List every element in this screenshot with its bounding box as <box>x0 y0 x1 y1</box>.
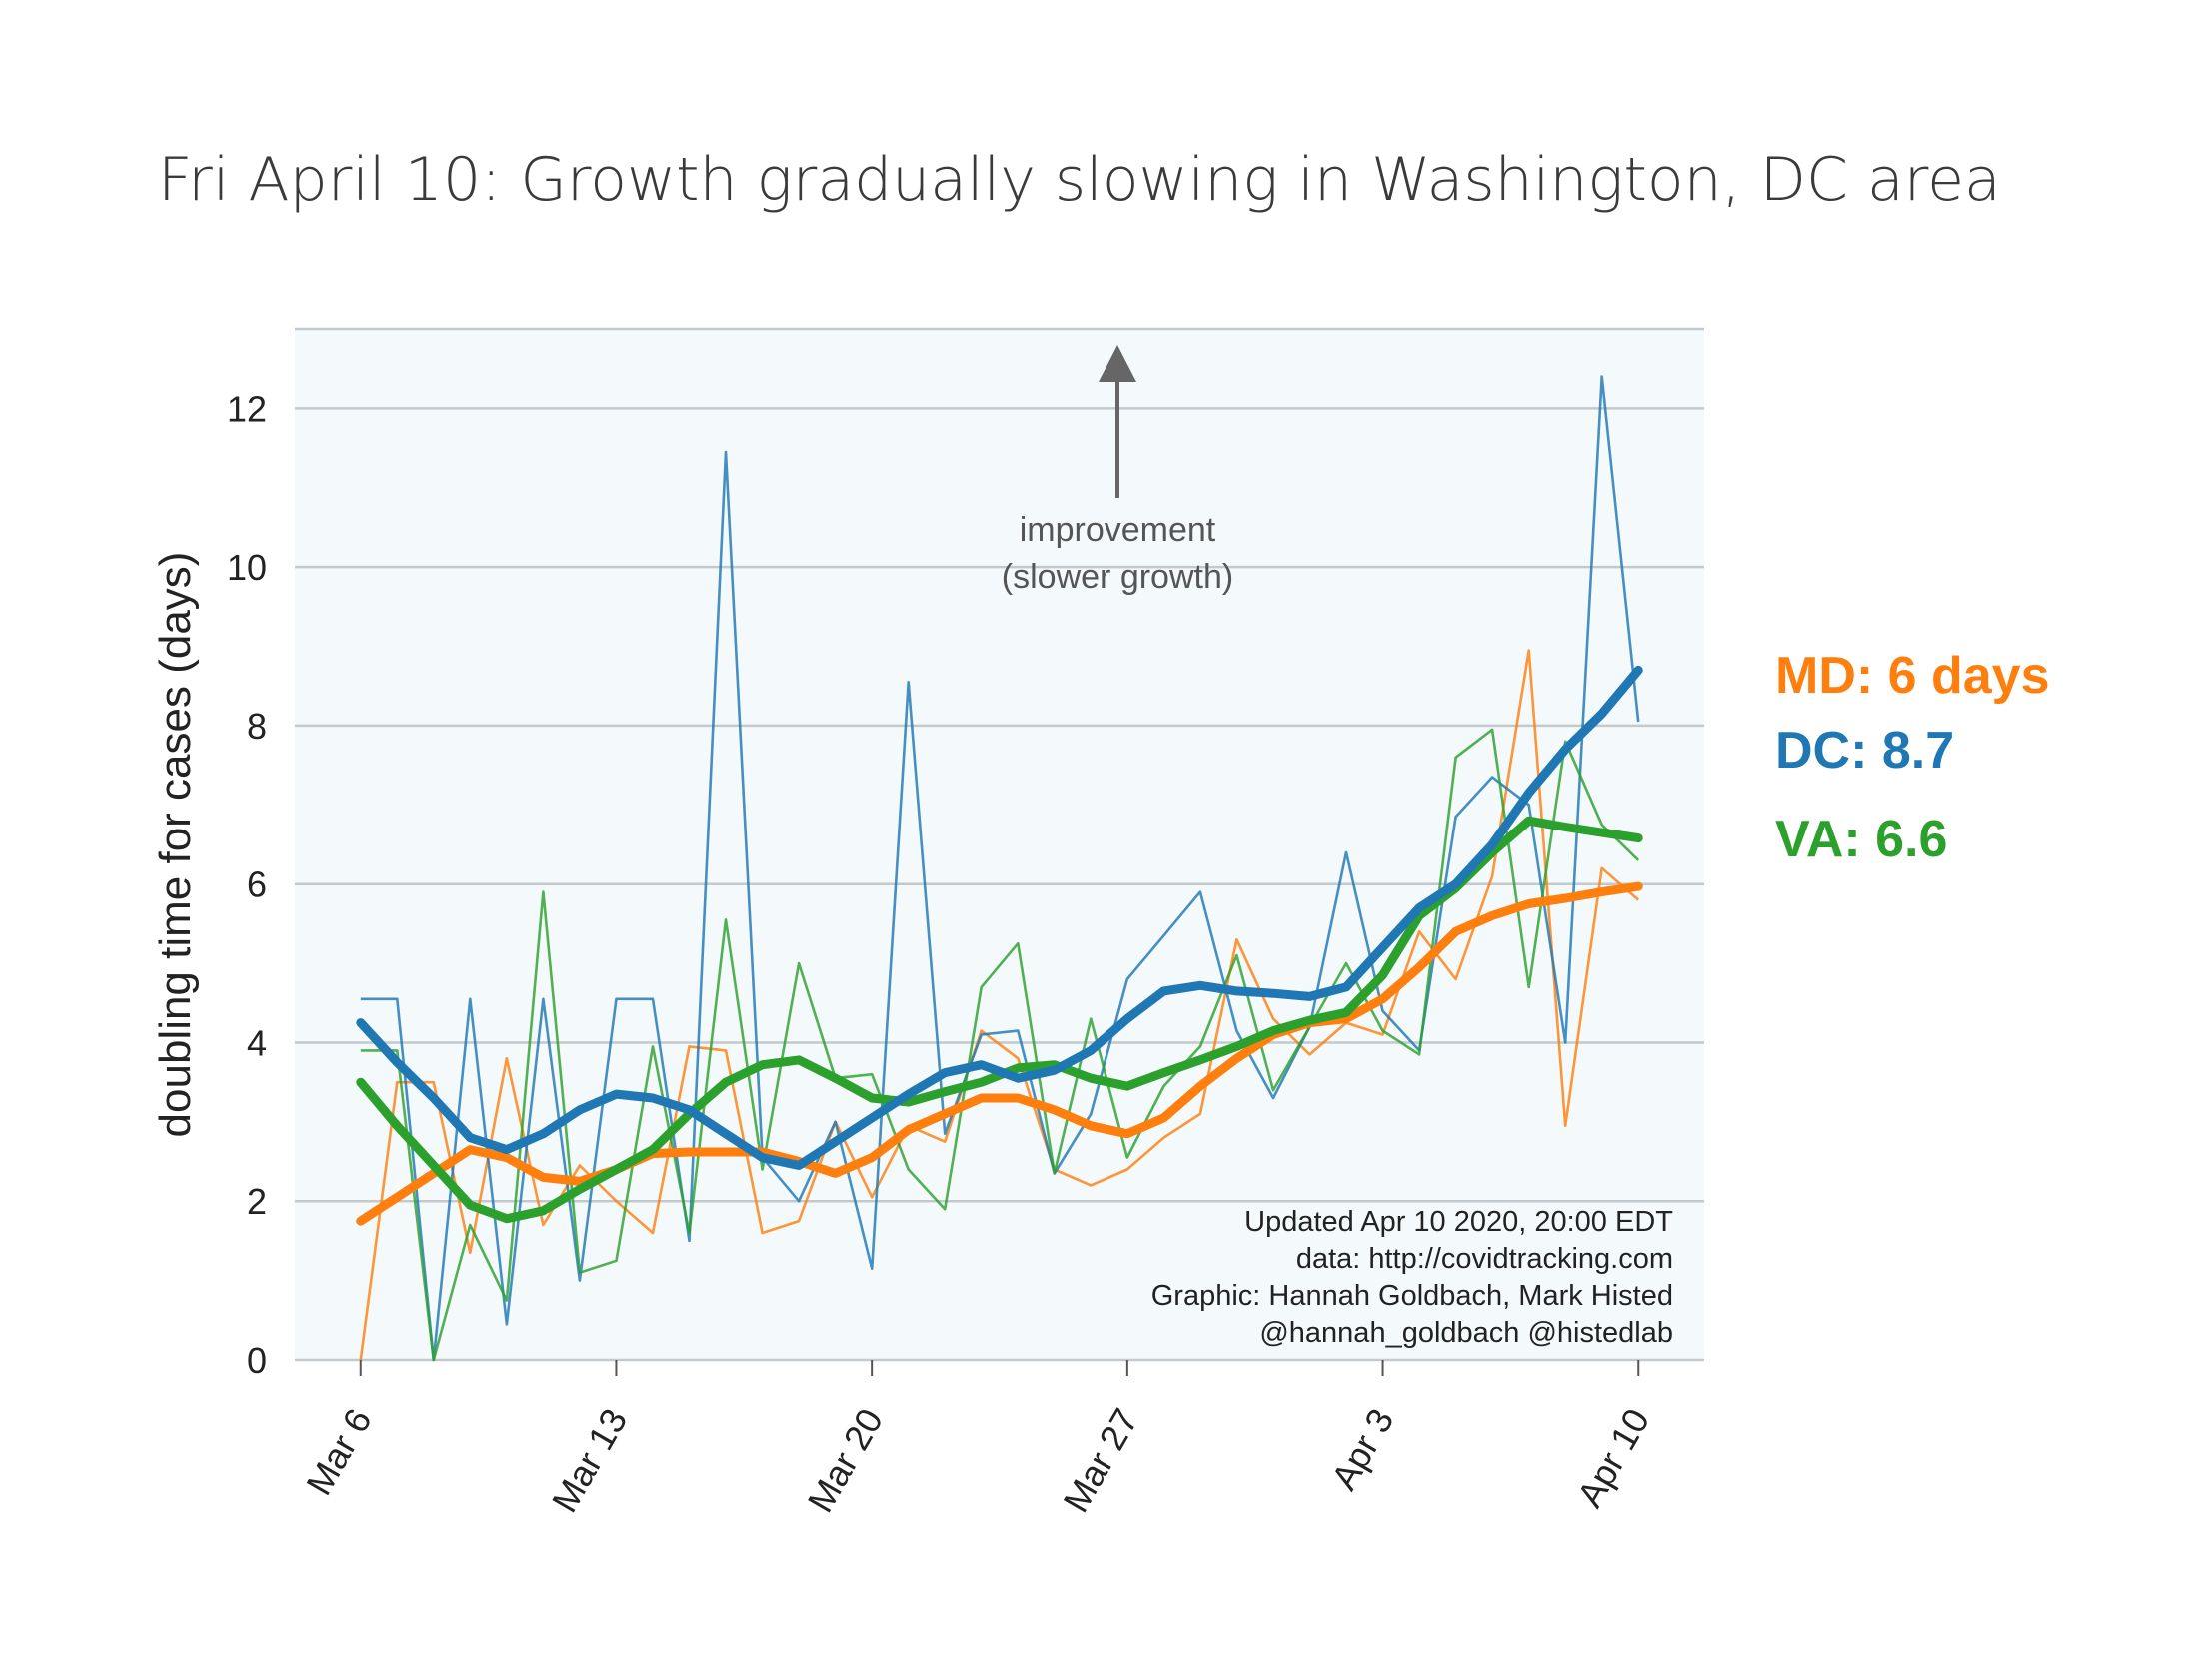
y-tick-label: 2 <box>247 1181 267 1222</box>
credits-block: Updated Apr 10 2020, 20:00 EDT data: htt… <box>1151 1206 1674 1349</box>
y-tick-label: 10 <box>227 547 267 588</box>
legend-va: VA: 6.6 <box>1775 811 1947 868</box>
improvement-annotation: improvement (slower growth) <box>1002 345 1233 596</box>
legend: MD: 6 days DC: 8.7 VA: 6.6 <box>1775 647 2050 868</box>
x-tick-label: Mar 6 <box>298 1402 380 1502</box>
credit-handles: @hannah_goldbach @histedlab <box>1259 1317 1673 1349</box>
credit-graphic: Graphic: Hannah Goldbach, Mark Histed <box>1151 1280 1673 1312</box>
credit-updated: Updated Apr 10 2020, 20:00 EDT <box>1244 1206 1673 1238</box>
y-tick-label: 12 <box>227 388 267 429</box>
dc-smoothed-line <box>356 665 1643 1170</box>
md-daily-line <box>359 649 1640 1361</box>
x-tick-label: Apr 3 <box>1323 1402 1402 1497</box>
y-tick-label: 4 <box>247 1022 267 1063</box>
y-axis-label: doubling time for cases (days) <box>151 552 200 1138</box>
y-tick-label: 6 <box>247 864 267 905</box>
legend-md: MD: 6 days <box>1775 647 2050 705</box>
y-tick-label: 8 <box>247 706 267 747</box>
chart-title: Fri April 10: Growth gradually slowing i… <box>158 145 2001 215</box>
annotation-line-2: (slower growth) <box>1002 558 1233 596</box>
y-tick-label: 0 <box>247 1340 267 1381</box>
daily-lines <box>359 375 1640 1362</box>
x-tick-label: Mar 27 <box>1055 1402 1146 1520</box>
legend-dc: DC: 8.7 <box>1775 722 1954 780</box>
annotation-line-1: improvement <box>1020 511 1216 549</box>
x-axis-ticks: Mar 6 Mar 13 Mar 20 Mar 27 Apr 3 Apr 10 <box>298 1360 1657 1519</box>
smoothed-lines <box>356 665 1643 1226</box>
y-axis-ticks: 0 2 4 6 8 10 12 <box>227 388 267 1381</box>
credit-data-source: data: http://covidtracking.com <box>1296 1243 1673 1275</box>
x-tick-label: Apr 10 <box>1569 1402 1658 1514</box>
x-tick-label: Mar 13 <box>544 1402 636 1520</box>
md-smoothed-line <box>356 881 1643 1226</box>
plot-area <box>295 329 1704 1360</box>
va-daily-line <box>360 728 1640 1362</box>
x-tick-label: Mar 20 <box>800 1402 892 1520</box>
improvement-arrow-head <box>1099 345 1136 382</box>
